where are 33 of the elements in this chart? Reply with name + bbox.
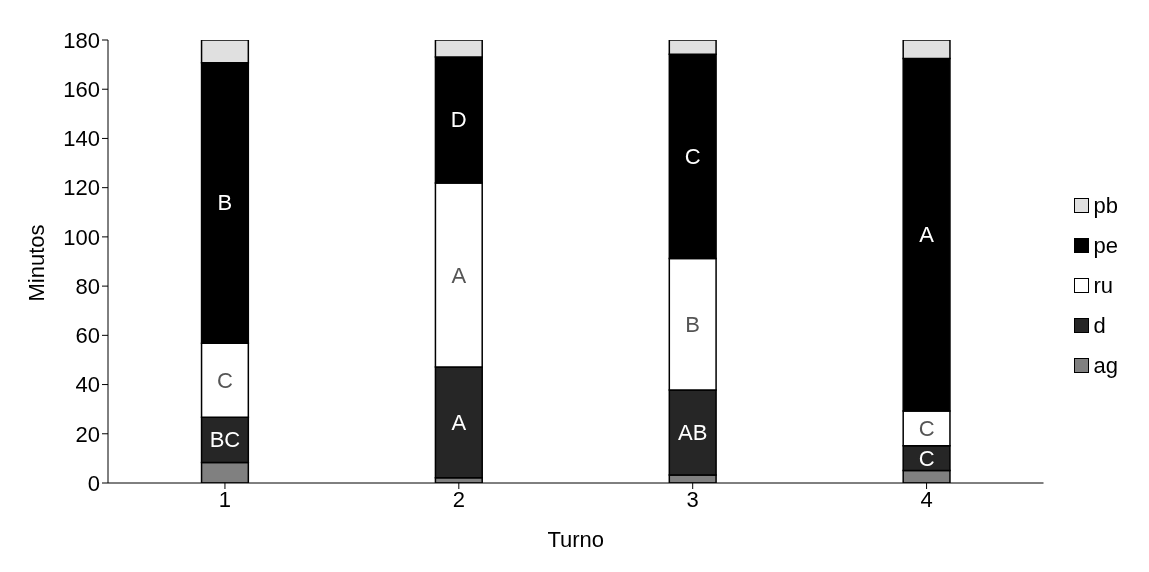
- y-tick-label: 20: [75, 421, 100, 447]
- legend-label: d: [1093, 312, 1106, 339]
- y-tick-label: 40: [75, 372, 100, 398]
- data-label: C: [918, 415, 935, 441]
- y-tick-label: 80: [75, 273, 100, 299]
- data-label: C: [216, 367, 233, 393]
- legend-label: pb: [1093, 192, 1118, 219]
- y-tick-label: 0: [87, 470, 100, 496]
- y-tick-label: 160: [63, 77, 100, 103]
- y-tick-label: 140: [63, 126, 100, 152]
- y-tick-label: 100: [63, 224, 100, 250]
- legend-label: ag: [1093, 352, 1118, 379]
- y-axis-title: Minutos: [23, 224, 49, 302]
- data-label: BC: [209, 427, 241, 453]
- legend-label: pe: [1093, 232, 1118, 259]
- data-label: C: [684, 143, 701, 169]
- data-label: B: [217, 190, 233, 216]
- x-axis-title: Turno: [547, 526, 605, 552]
- data-label: A: [919, 222, 935, 248]
- data-label: B: [685, 311, 701, 337]
- x-tick-label: 2: [452, 486, 465, 512]
- y-tick-label: 180: [63, 27, 100, 53]
- y-tick-label: 60: [75, 323, 100, 349]
- data-label: A: [451, 409, 467, 435]
- legend-label: ru: [1093, 272, 1114, 299]
- data-label: AB: [678, 419, 708, 445]
- data-label: A: [451, 262, 467, 288]
- x-tick-label: 3: [686, 486, 699, 512]
- x-tick-label: 4: [920, 486, 933, 512]
- y-tick-label: 120: [63, 175, 100, 201]
- data-label: C: [918, 445, 935, 471]
- data-label: D: [450, 107, 467, 133]
- x-tick-label: 1: [218, 486, 232, 512]
